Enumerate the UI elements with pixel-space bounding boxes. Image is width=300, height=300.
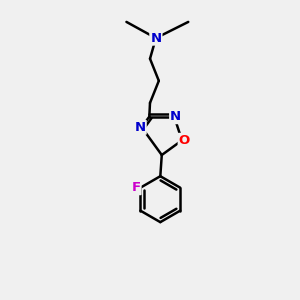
Text: F: F (131, 181, 141, 194)
Text: N: N (170, 110, 181, 123)
Text: N: N (150, 32, 161, 45)
Text: O: O (179, 134, 190, 147)
Text: N: N (135, 121, 146, 134)
